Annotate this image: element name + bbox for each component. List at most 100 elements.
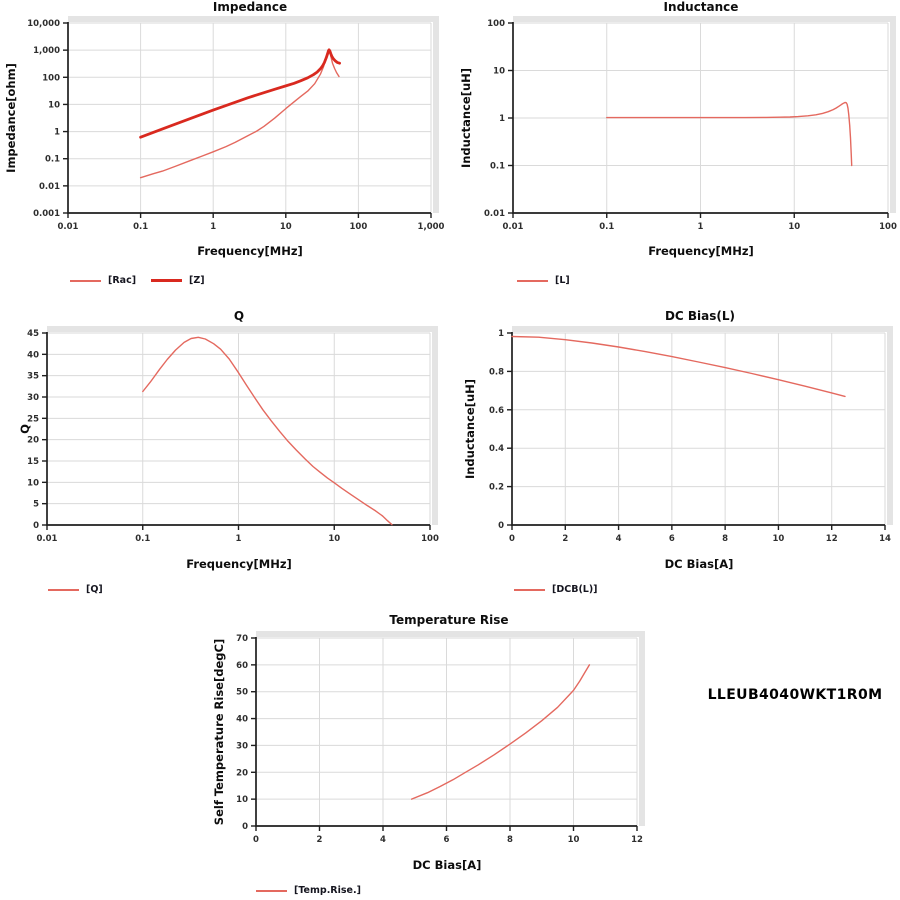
x-tick-label: 12: [631, 835, 643, 845]
y-tick-label: 20: [236, 768, 248, 778]
x-tick-label: 10: [328, 534, 340, 544]
chart-plot-0: 0.01 0.1 1 10 100 1,000 10,000 1,000 100 10 1 0.1 0.…: [27, 16, 445, 232]
chart-plot-4: 0 2 4 6 8 10 12 70 60 50 40 30 20 10 0: [236, 631, 645, 845]
y-axis-title-inductance: Inductance[uH]: [459, 67, 473, 169]
x-tick-label: 0.1: [133, 222, 148, 232]
legend-item-temp-rise: [Temp.Rise.]: [256, 885, 361, 896]
y-tick-label: 1: [54, 128, 60, 138]
y-tick-label: 0.6: [489, 406, 504, 416]
y-tick-label: 30: [236, 741, 248, 751]
legend-line-swatch-temp-rise: [256, 889, 287, 892]
plot-bevel-right: [639, 631, 645, 826]
legend-label-dcb-l: [DCB(L)]: [552, 584, 598, 595]
y-tick-label: 0: [498, 521, 504, 531]
x-axis-title-impedance: Frequency[MHz]: [197, 244, 303, 258]
plot-background: [512, 333, 885, 525]
y-tick-label: 50: [236, 688, 248, 698]
series-line-z: [139, 48, 342, 139]
x-tick-label: 0.1: [135, 534, 150, 544]
plot-bevel-top: [513, 16, 896, 22]
y-tick-label: 15: [27, 457, 39, 467]
legend-line-swatch-rac: [70, 279, 101, 282]
plot-bevel-top: [256, 631, 645, 637]
plot-bevel-top: [512, 326, 893, 332]
chart-title-dc-bias-l: DC Bias(L): [664, 309, 736, 323]
chart-title-temperature-rise: Temperature Rise: [389, 613, 509, 627]
y-tick-label: 1,000: [33, 46, 60, 56]
legend-line-swatch-q: [48, 588, 79, 591]
legend-line-swatch-z: [151, 279, 183, 282]
y-tick-label: 0: [242, 822, 248, 832]
x-tick-label: 100: [350, 222, 368, 232]
x-tick-label: 10: [788, 222, 800, 232]
legend-label-z: [Z]: [189, 275, 205, 286]
x-tick-label: 14: [879, 534, 891, 544]
x-tick-label: 100: [421, 534, 439, 544]
x-tick-label: 100: [879, 222, 897, 232]
x-tick-label: 2: [562, 534, 568, 544]
legend-item-l: [L]: [517, 275, 570, 286]
plot-bevel-right: [433, 16, 439, 213]
x-tick-label: 1: [698, 222, 704, 232]
y-tick-label: 0: [33, 521, 39, 531]
y-tick-label: 0.4: [489, 444, 504, 454]
x-tick-label: 4: [380, 835, 386, 845]
part-number: LLEUB4040WKT1R0M: [707, 687, 883, 703]
plot-background: [68, 23, 431, 213]
y-tick-label: 10: [48, 100, 60, 110]
legend-label-q: [Q]: [86, 584, 103, 595]
legend-dc-bias-l: [DCB(L)]: [514, 584, 598, 595]
y-tick-label: 40: [236, 715, 248, 725]
x-tick-label: 0.01: [37, 534, 58, 544]
y-tick-label: 40: [27, 350, 39, 360]
y-tick-label: 45: [27, 329, 39, 339]
y-tick-label: 10: [493, 67, 505, 77]
legend-label-rac: [Rac]: [108, 275, 137, 286]
x-tick-label: 0.1: [599, 222, 614, 232]
x-tick-label: 10: [568, 835, 580, 845]
legend-item-dcb-l: [DCB(L)]: [514, 584, 598, 595]
x-tick-label: 4: [616, 534, 622, 544]
y-axis-title-q: Q: [18, 424, 32, 434]
y-tick-label: 10: [236, 795, 248, 805]
series-line-l: [606, 101, 853, 167]
x-tick-label: 1: [210, 222, 216, 232]
x-tick-label: 0: [253, 835, 259, 845]
x-tick-label: 10: [773, 534, 785, 544]
plot-bevel-top: [68, 16, 439, 22]
y-tick-label: 0.2: [489, 483, 504, 493]
x-axis-title-temperature-rise: DC Bias[A]: [412, 858, 482, 872]
x-tick-label: 2: [317, 835, 323, 845]
chart-title-q: Q: [233, 309, 245, 323]
x-tick-label: 6: [669, 534, 675, 544]
x-axis-title-dc-bias-l: DC Bias[A]: [664, 557, 734, 571]
y-axis-title-dc-bias-l: Inductance[uH]: [463, 378, 477, 480]
x-tick-label: 0: [509, 534, 515, 544]
chart-plot-1: 0.01 0.1 1 10 100 100 10 1 0.1 0.01: [484, 16, 897, 232]
series-line-temprise: [410, 664, 591, 800]
chart-title-inductance: Inductance: [663, 0, 739, 14]
x-axis-title-q: Frequency[MHz]: [186, 557, 292, 571]
legend-q: [Q]: [48, 584, 103, 595]
y-axis-title-impedance: Impedance[ohm]: [4, 63, 18, 173]
plot-bevel-right: [887, 326, 893, 525]
y-tick-label: 70: [236, 634, 248, 644]
y-tick-label: 1: [499, 114, 505, 124]
x-tick-label: 1,000: [418, 222, 445, 232]
x-tick-label: 12: [826, 534, 838, 544]
y-tick-label: 100: [42, 73, 60, 83]
chart-plot-2: 0.01 0.1 1 10 100 45 40 35 30 25 20 15 10 5 0: [27, 326, 439, 544]
y-axis-title-temperature-rise: Self Temperature Rise[degC]: [212, 638, 226, 826]
legend-line-swatch-dcb-l: [514, 588, 545, 591]
legend-temperature-rise: [Temp.Rise.]: [256, 885, 361, 896]
legend-item-rac: [Rac]: [70, 275, 136, 286]
y-tick-label: 10: [27, 478, 39, 488]
y-tick-label: 5: [33, 500, 39, 510]
x-tick-label: 8: [507, 835, 513, 845]
x-tick-label: 0.01: [58, 222, 79, 232]
x-tick-label: 0.01: [503, 222, 524, 232]
series-line-dcbl: [511, 335, 846, 398]
chart-plot-3: 0 2 4 6 8 10 12 14 1 0.8 0.6 0.4 0.2 0: [489, 326, 893, 544]
